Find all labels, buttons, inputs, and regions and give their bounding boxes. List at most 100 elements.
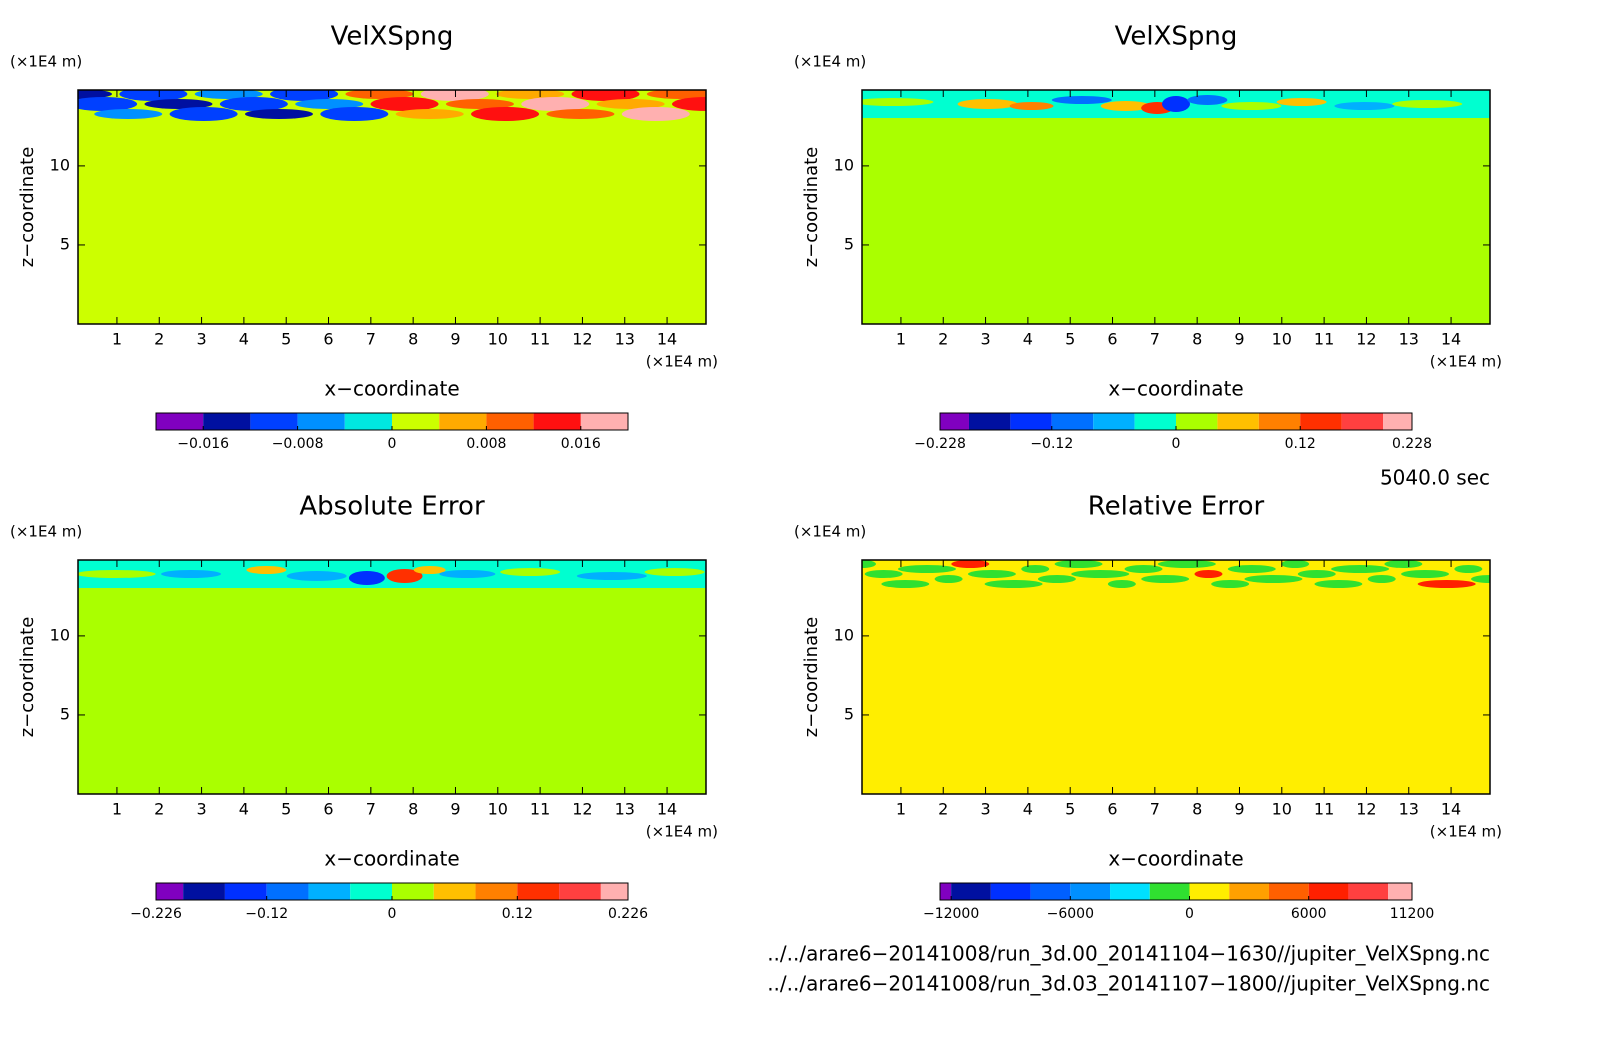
y-axis-label: z−coordinate — [17, 617, 38, 738]
colorbar-tick-label: −0.228 — [914, 436, 966, 452]
contour-patch — [386, 569, 423, 583]
x-tick-label: 1 — [112, 330, 122, 349]
y-axis-label: z−coordinate — [801, 147, 822, 268]
contour-patch — [420, 90, 489, 101]
colorbar-segment — [1149, 883, 1190, 900]
contour-patch — [1244, 575, 1303, 583]
contour-patch — [320, 107, 389, 121]
x-tick-label: 8 — [408, 800, 418, 819]
x-tick-label: 3 — [196, 330, 206, 349]
colorbar-segment — [1258, 413, 1301, 430]
panel-title: VelXSpng — [1115, 22, 1238, 52]
y-unit: (×1E4 m) — [794, 53, 866, 71]
file-path: ../../arare6−20141008/run_3d.03_20141107… — [767, 972, 1490, 996]
x-tick-label: 7 — [1150, 330, 1160, 349]
x-tick-label: 6 — [323, 800, 333, 819]
colorbar-segment — [203, 413, 251, 430]
colorbar-segment — [1070, 883, 1111, 900]
y-unit: (×1E4 m) — [794, 523, 866, 541]
x-unit: (×1E4 m) — [646, 823, 718, 841]
x-tick-label: 12 — [572, 800, 592, 819]
x-tick-label: 8 — [408, 330, 418, 349]
colorbar-tick-label: −0.12 — [245, 906, 288, 922]
contour-patch — [413, 566, 446, 574]
colorbar-tick-label: 6000 — [1291, 906, 1327, 922]
x-tick-label: 1 — [112, 800, 122, 819]
y-tick-label: 10 — [50, 625, 70, 644]
contour-patch — [1384, 560, 1423, 568]
x-tick-label: 6 — [1107, 800, 1117, 819]
colorbar-segment — [517, 883, 560, 900]
y-unit: (×1E4 m) — [10, 523, 82, 541]
y-tick-label: 10 — [50, 155, 70, 174]
contour-patch — [1051, 96, 1112, 104]
contour-patch — [496, 90, 565, 99]
contour-patch — [119, 90, 188, 101]
plot-frame — [861, 559, 1491, 795]
x-unit: (×1E4 m) — [646, 353, 718, 371]
colorbar-segment — [156, 883, 184, 900]
contour-patch — [934, 575, 963, 583]
contour-patch — [862, 560, 876, 568]
colorbar-segment — [308, 883, 351, 900]
contour-patch — [621, 107, 690, 121]
colorbar-segment — [1229, 883, 1269, 900]
contour-band — [862, 560, 1490, 588]
colorbar-tick-label: 0 — [1185, 906, 1194, 922]
colorbar-tick-label: 0.008 — [466, 436, 506, 452]
contour-patch — [967, 570, 1016, 578]
contour-patch — [1221, 102, 1282, 110]
plot-frame — [77, 559, 707, 795]
contour-patch — [571, 90, 640, 101]
contour-patch — [1141, 575, 1190, 583]
x-tick-label: 6 — [323, 330, 333, 349]
colorbar-segment — [1176, 413, 1218, 430]
colorbar-segment — [1110, 883, 1150, 900]
colorbar-segment — [968, 413, 1011, 430]
contour-patch — [471, 107, 540, 121]
colorbar-segment — [1030, 883, 1071, 900]
contour-patch — [1367, 575, 1396, 583]
x-tick-label: 13 — [615, 330, 635, 349]
colorbar-segment — [475, 883, 518, 900]
colorbar-segment — [392, 413, 440, 430]
x-tick-label: 12 — [572, 330, 592, 349]
colorbar-tick-label: 0.12 — [1285, 436, 1316, 452]
colorbar-segment — [1308, 883, 1349, 900]
x-axis-label: x−coordinate — [324, 377, 459, 401]
colorbar-segment — [350, 883, 392, 900]
x-tick-label: 9 — [1234, 800, 1244, 819]
contour-patch — [244, 109, 313, 119]
contour-patch — [521, 97, 590, 111]
colorbar-segment — [297, 413, 345, 430]
contour-patch — [1100, 101, 1151, 111]
x-tick-label: 14 — [1441, 800, 1461, 819]
contour-band — [78, 90, 706, 121]
x-tick-label: 13 — [1399, 800, 1419, 819]
x-tick-label: 2 — [938, 800, 948, 819]
x-tick-label: 14 — [657, 800, 677, 819]
contour-patch — [897, 565, 956, 573]
y-tick-label: 5 — [844, 234, 854, 253]
colorbar-tick-label: 0 — [1172, 436, 1181, 452]
colorbar-segment — [940, 883, 952, 900]
contour-patch — [161, 570, 222, 578]
x-tick-label: 5 — [1065, 800, 1075, 819]
x-axis-label: x−coordinate — [1108, 847, 1243, 871]
y-tick-label: 5 — [60, 234, 70, 253]
colorbar-tick-label: −0.016 — [177, 436, 229, 452]
contour-patch — [78, 97, 138, 111]
field — [78, 90, 706, 324]
x-tick-label: 8 — [1192, 330, 1202, 349]
x-tick-label: 5 — [281, 330, 291, 349]
contour-patch — [546, 109, 615, 119]
colorbar-tick-label: −0.008 — [272, 436, 324, 452]
x-tick-label: 11 — [1314, 330, 1334, 349]
contour-band — [862, 90, 1490, 118]
x-tick-label: 7 — [366, 800, 376, 819]
contour-patch — [345, 90, 414, 99]
colorbar-segment — [392, 883, 434, 900]
y-axis-label: z−coordinate — [801, 617, 822, 738]
colorbar-segment — [156, 413, 204, 430]
